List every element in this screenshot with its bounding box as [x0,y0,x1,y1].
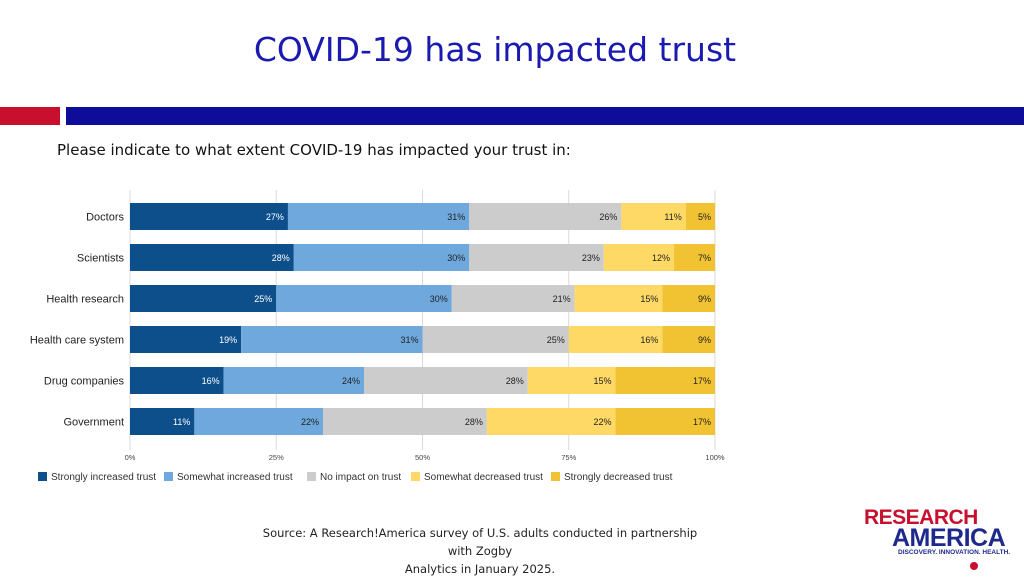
slide-title: COVID-19 has impacted trust [253,30,737,69]
data-label: 22% [594,417,612,427]
bar-segment [568,326,663,353]
data-label: 24% [342,376,360,386]
bar-segment [574,285,663,312]
data-label: 7% [698,253,711,263]
data-label: 5% [698,212,711,222]
data-label: 17% [693,376,711,386]
logo-line-2: AMERICA [892,524,1006,552]
bar-segment [241,326,423,353]
data-label: 21% [553,294,571,304]
bar-segment [194,408,324,435]
stacked-bar-chart: 0% 25% 50% 75% 100% Doctors 27% 31% 26% 11% 5% Scie… [30,190,725,483]
category-label: Scientists [77,253,125,265]
bar-segment [674,244,715,271]
data-label: 9% [698,294,711,304]
data-label: 23% [582,253,600,263]
bar-segment [527,367,616,394]
bar-segment [130,408,195,435]
x-tick-label: 50% [415,453,430,462]
source-line-1: Source: A Research!America survey of U.S… [262,526,698,558]
data-label: 15% [640,294,658,304]
legend-swatch [551,472,560,481]
category-label: Health care system [30,335,124,347]
data-label: 22% [301,417,319,427]
category-label: Doctors [86,212,124,224]
category-label: Health research [46,294,124,306]
data-label: 28% [465,417,483,427]
data-label: 25% [547,335,565,345]
source-line-2: Analytics in January 2025. [404,562,556,576]
data-label: 28% [272,253,290,263]
legend-label: Somewhat increased trust [177,472,293,483]
logo-line-1: RESEARCH [864,506,978,529]
bar-segment [323,408,487,435]
bar-segment [621,203,686,230]
bar-segment [130,285,277,312]
x-tick-label: 25% [269,453,284,462]
x-tick-label: 0% [125,453,136,462]
bar-segment [603,244,675,271]
bar-segment [276,285,452,312]
bar-segment [223,367,364,394]
data-label: 27% [266,212,284,222]
bar-segment [364,367,528,394]
x-tick-label: 75% [561,453,576,462]
data-label: 17% [693,417,711,427]
x-tick-label: 100% [705,453,725,462]
data-label: 9% [698,335,711,345]
logo-dot-icon [970,562,978,570]
data-label: 31% [447,212,465,222]
data-label: 28% [506,376,524,386]
bar-segment [615,367,715,394]
legend-label: Somewhat decreased trust [424,472,543,483]
data-label: 30% [430,294,448,304]
bar-segment [130,367,224,394]
data-label: 16% [202,376,220,386]
bar-segment [615,408,715,435]
bar-segment [287,203,470,230]
bar-segment [486,408,616,435]
source-note: Source: A Research!America survey of U.S… [250,524,710,578]
legend-swatch [411,472,420,481]
legend-swatch [307,472,316,481]
bar-segment [662,285,715,312]
bar-segment [130,326,242,353]
bar-segment [469,244,604,271]
data-label: 30% [447,253,465,263]
data-label: 16% [640,335,658,345]
bar-segment [130,203,288,230]
data-label: 11% [173,417,190,427]
research-america-logo: RESEARCH AMERICA DISCOVERY. INNOVATION. … [858,506,1020,572]
data-label: 12% [652,253,670,263]
bar-segment [662,326,715,353]
data-label: 15% [594,376,612,386]
data-label: 25% [254,294,272,304]
legend-swatch [38,472,47,481]
bar-segment [130,244,294,271]
legend-label: Strongly increased trust [51,472,156,483]
accent-bar-blue [66,107,1024,125]
bar-segment [469,203,622,230]
bar-segment [685,203,715,230]
data-label: 31% [400,335,418,345]
legend-swatch [164,472,173,481]
data-label: 26% [599,212,617,222]
legend-label: No impact on trust [320,472,401,483]
bar-segment [293,244,470,271]
chart-question: Please indicate to what extent COVID-19 … [57,141,571,159]
data-label: 19% [219,335,237,345]
data-label: 11% [664,212,681,222]
logo-tagline: DISCOVERY. INNOVATION. HEALTH. [898,549,1011,556]
category-label: Drug companies [44,376,125,388]
category-label: Government [63,417,124,429]
bar-segment [451,285,575,312]
bar-segment [422,326,569,353]
accent-bar-red [0,107,60,125]
legend-label: Strongly decreased trust [564,472,673,483]
